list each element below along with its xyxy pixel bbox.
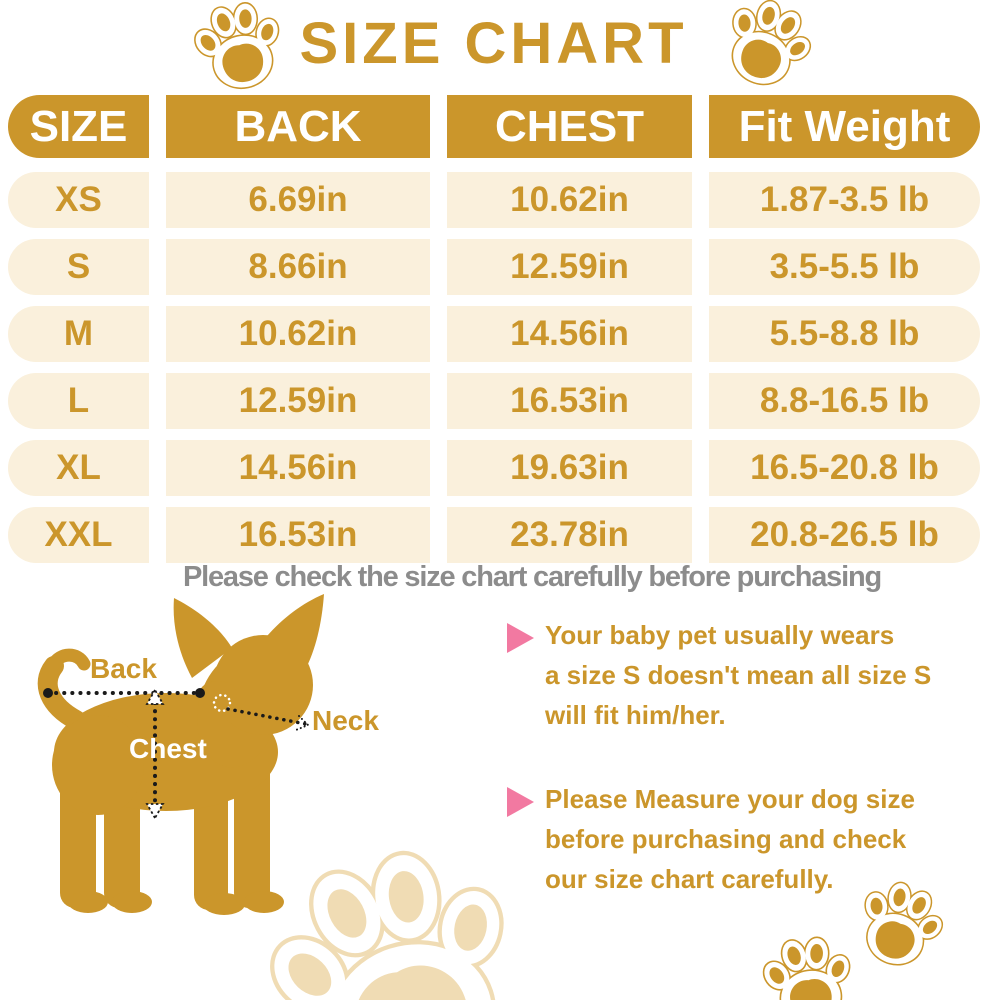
tip-item: Your baby pet usually wears a size S doe… bbox=[507, 615, 977, 735]
back-line-end-dot bbox=[195, 688, 205, 698]
cell-weight: 20.8-26.5 lb bbox=[709, 507, 980, 563]
paw-icon bbox=[844, 870, 955, 982]
cell-chest: 19.63in bbox=[447, 440, 692, 496]
neck-measure-line bbox=[226, 707, 308, 726]
table-row: XS 6.69in 10.62in 1.87-3.5 lb bbox=[8, 172, 980, 228]
chest-arrow-down-icon bbox=[145, 803, 165, 820]
tip-line: before purchasing and check bbox=[545, 824, 907, 854]
table-row: L 12.59in 16.53in 8.8-16.5 lb bbox=[8, 373, 980, 429]
note-text: Please check the size chart carefully be… bbox=[183, 561, 882, 593]
tip-line: Please Measure your dog size bbox=[545, 784, 915, 814]
back-line-end-dot bbox=[43, 688, 53, 698]
tip-text: Please Measure your dog size before purc… bbox=[545, 779, 977, 899]
page-title: SIZE CHART bbox=[299, 11, 688, 76]
cell-weight: 5.5-8.8 lb bbox=[709, 306, 980, 362]
cell-weight: 16.5-20.8 lb bbox=[709, 440, 980, 496]
cell-chest: 23.78in bbox=[447, 507, 692, 563]
tip-line: our size chart carefully. bbox=[545, 864, 834, 894]
cell-back: 12.59in bbox=[166, 373, 430, 429]
paw-icon bbox=[239, 820, 556, 1000]
paw-icon bbox=[185, 0, 292, 102]
cell-back: 16.53in bbox=[166, 507, 430, 563]
cell-chest: 10.62in bbox=[447, 172, 692, 228]
cell-chest: 16.53in bbox=[447, 373, 692, 429]
triangle-bullet-icon bbox=[507, 623, 534, 653]
chest-arrow-up-icon bbox=[145, 688, 165, 705]
table-row: S 8.66in 12.59in 3.5-5.5 lb bbox=[8, 239, 980, 295]
measurement-lines bbox=[43, 688, 310, 820]
size-table-header-row: SIZE BACK CHEST Fit Weight bbox=[8, 95, 980, 158]
cell-weight: 1.87-3.5 lb bbox=[709, 172, 980, 228]
cell-back: 8.66in bbox=[166, 239, 430, 295]
cell-size: M bbox=[8, 306, 149, 362]
table-row: M 10.62in 14.56in 5.5-8.8 lb bbox=[8, 306, 980, 362]
cell-back: 6.69in bbox=[166, 172, 430, 228]
header-cell-chest: CHEST bbox=[447, 95, 692, 158]
cell-size: S bbox=[8, 239, 149, 295]
tip-line: will fit him/her. bbox=[545, 700, 726, 730]
paw-icon bbox=[708, 0, 825, 104]
table-row: XXL 16.53in 23.78in 20.8-26.5 lb bbox=[8, 507, 980, 563]
tip-item: Please Measure your dog size before purc… bbox=[507, 779, 977, 899]
table-row: XL 14.56in 19.63in 16.5-20.8 lb bbox=[8, 440, 980, 496]
dog-measurement-diagram bbox=[37, 594, 324, 915]
header-cell-back: BACK bbox=[166, 95, 430, 158]
dog-silhouette bbox=[37, 594, 324, 915]
header-cell-size: SIZE bbox=[8, 95, 149, 158]
cell-back: 14.56in bbox=[166, 440, 430, 496]
neck-measure-circle bbox=[212, 693, 232, 713]
neck-arrow-icon bbox=[295, 715, 310, 731]
cell-chest: 14.56in bbox=[447, 306, 692, 362]
cell-weight: 3.5-5.5 lb bbox=[709, 239, 980, 295]
paw-icon bbox=[756, 930, 860, 1000]
triangle-bullet-icon bbox=[507, 787, 534, 817]
cell-chest: 12.59in bbox=[447, 239, 692, 295]
cell-back: 10.62in bbox=[166, 306, 430, 362]
cell-size: XL bbox=[8, 440, 149, 496]
neck-label: Neck bbox=[312, 705, 379, 736]
cell-weight: 8.8-16.5 lb bbox=[709, 373, 980, 429]
tip-line: Your baby pet usually wears bbox=[545, 620, 895, 650]
chest-label: Chest bbox=[129, 733, 207, 764]
tip-line: a size S doesn't mean all size S bbox=[545, 660, 932, 690]
tip-text: Your baby pet usually wears a size S doe… bbox=[545, 615, 977, 735]
header-cell-weight: Fit Weight bbox=[709, 95, 980, 158]
cell-size: XS bbox=[8, 172, 149, 228]
cell-size: XXL bbox=[8, 507, 149, 563]
back-label: Back bbox=[90, 653, 157, 684]
cell-size: L bbox=[8, 373, 149, 429]
